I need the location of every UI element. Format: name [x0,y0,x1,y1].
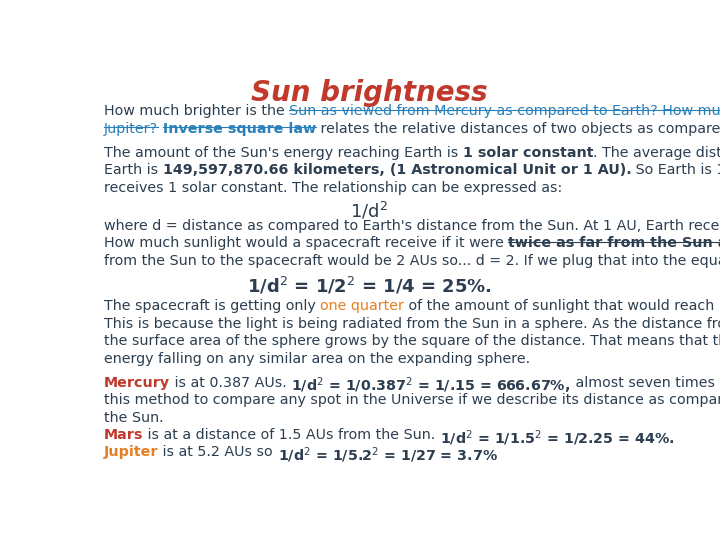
Text: 1 solar constant: 1 solar constant [463,146,593,160]
Text: 1/d$^2$ = 1/1.5$^2$ = 1/2.25 = 44%.: 1/d$^2$ = 1/1.5$^2$ = 1/2.25 = 44%. [440,428,675,448]
Text: Jupiter?: Jupiter? [104,122,158,136]
Text: of the amount of sunlight that would reach it if it were near Earth.: of the amount of sunlight that would rea… [404,299,720,313]
Text: 1/d$^2$ = 1/2$^2$ = 1/4 = 25%.: 1/d$^2$ = 1/2$^2$ = 1/4 = 25%. [246,275,492,296]
Text: this method to compare any spot in the Universe if we describe its distance as c: this method to compare any spot in the U… [104,393,720,407]
Text: from the Sun to the spacecraft would be 2 AUs so... d = 2. If we plug that into : from the Sun to the spacecraft would be … [104,254,720,268]
Text: receives 1 solar constant. The relationship can be expressed as:: receives 1 solar constant. The relations… [104,180,562,194]
Text: Inverse square law: Inverse square law [163,122,315,136]
Text: 1/d$^2$ = 1/5.2$^2$ = 1/27 = 3.7%: 1/d$^2$ = 1/5.2$^2$ = 1/27 = 3.7% [278,446,498,465]
Text: The spacecraft is getting only: The spacecraft is getting only [104,299,320,313]
Text: The amount of the Sun's energy reaching Earth is: The amount of the Sun's energy reaching … [104,146,463,160]
Text: Jupiter: Jupiter [104,446,158,460]
Text: 1/d$^2$: 1/d$^2$ [350,200,388,221]
Text: Earth is: Earth is [104,163,163,177]
Text: energy falling on any similar area on the expanding sphere.: energy falling on any similar area on th… [104,352,530,366]
Text: 149,597,870.66 kilometers, (1 Astronomical Unit or 1 AU).: 149,597,870.66 kilometers, (1 Astronomic… [163,163,631,177]
Text: Sun as viewed from Mercury as compared to Earth? How much fainter is it at: Sun as viewed from Mercury as compared t… [289,104,720,118]
Text: How much brighter is the: How much brighter is the [104,104,289,118]
Text: is at 0.387 AUs.: is at 0.387 AUs. [170,376,292,390]
Text: How much sunlight would a spacecraft receive if it were: How much sunlight would a spacecraft rec… [104,236,508,250]
Text: is at a distance of 1.5 AUs from the Sun.: is at a distance of 1.5 AUs from the Sun… [143,428,440,442]
Text: Mercury: Mercury [104,376,170,390]
Text: one quarter: one quarter [320,299,404,313]
Text: So Earth is 1 AU from the Sun and: So Earth is 1 AU from the Sun and [631,163,720,177]
Text: almost seven times brighter! We can use: almost seven times brighter! We can use [570,376,720,390]
Text: . The average distance from the Sun to: . The average distance from the Sun to [593,146,720,160]
Text: where d = distance as compared to Earth's distance from the Sun. At 1 AU, Earth : where d = distance as compared to Earth'… [104,219,720,233]
Text: is at 5.2 AUs so: is at 5.2 AUs so [158,446,278,460]
Text: Sun brightness: Sun brightness [251,79,487,107]
Text: twice as far from the Sun as Earth: twice as far from the Sun as Earth [508,236,720,250]
Text: the surface area of the sphere grows by the square of the distance. That means t: the surface area of the sphere grows by … [104,334,720,348]
Text: relates the relative distances of two objects as compared to a third.: relates the relative distances of two ob… [315,122,720,136]
Text: 1/d$^2$ = 1/0.387$^2$ = 1/.15 = 666.67%,: 1/d$^2$ = 1/0.387$^2$ = 1/.15 = 666.67%, [292,376,570,396]
Text: This is because the light is being radiated from the Sun in a sphere. As the dis: This is because the light is being radia… [104,317,720,331]
Text: Mars: Mars [104,428,143,442]
Text: the Sun.: the Sun. [104,410,163,424]
